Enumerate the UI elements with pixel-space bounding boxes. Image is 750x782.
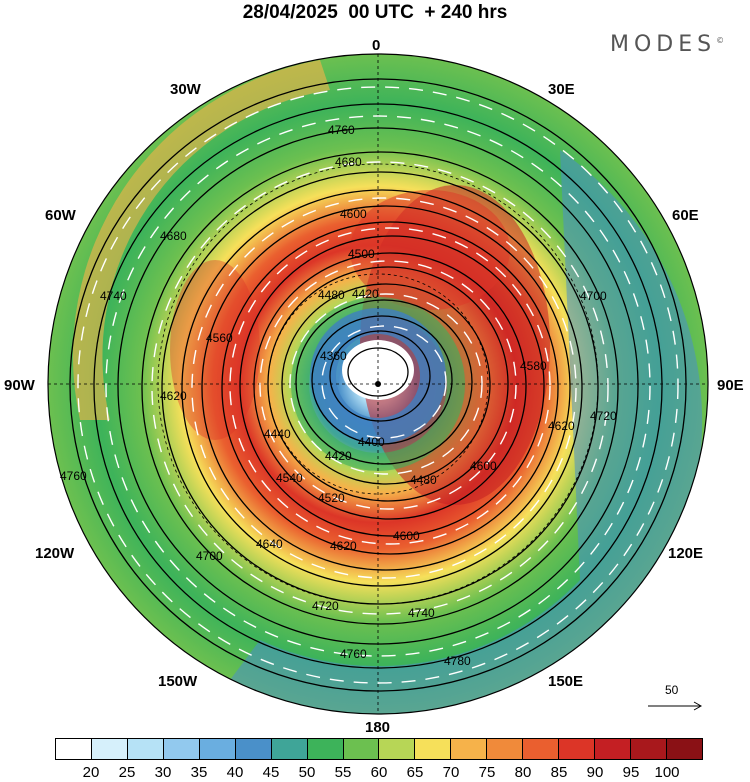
contour-label: 4540 — [276, 471, 303, 485]
colorbar-swatch — [415, 739, 452, 759]
contour-label: 4600 — [393, 529, 420, 543]
colorbar-tick-label: 90 — [586, 764, 604, 781]
colorbar-swatch — [271, 739, 308, 759]
lon-label-180: 180 — [365, 719, 390, 736]
contour-label: 4420 — [325, 449, 352, 463]
colorbar-tick-label: 100 — [654, 764, 680, 781]
colorbar-tick-label: 35 — [190, 764, 208, 781]
colorbar-swatch — [56, 739, 92, 759]
contour-label: 4680 — [160, 229, 187, 243]
pole-marker — [375, 381, 381, 387]
lon-label-30e: 30E — [548, 81, 575, 98]
brand-logo: MODES© — [610, 32, 724, 57]
colorbar-swatch — [235, 739, 272, 759]
brand-text: MODES — [610, 32, 717, 57]
contour-label: 4560 — [206, 331, 233, 345]
contour-label: 4500 — [348, 247, 375, 261]
colorbar-swatch — [343, 739, 380, 759]
colorbar-tick-label: 75 — [478, 764, 496, 781]
colorbar-tick-label: 95 — [622, 764, 640, 781]
contour-label: 4700 — [196, 549, 223, 563]
map-boundary — [47, 53, 709, 715]
chart-title: 28/04/2025 00 UTC + 240 hrs — [242, 2, 508, 23]
contour-label: 4740 — [100, 289, 127, 303]
contour-label: 4580 — [520, 359, 547, 373]
colorbar-tick-label: 30 — [154, 764, 172, 781]
lon-label-90w: 90W — [4, 377, 36, 394]
colorbar — [55, 738, 703, 760]
contour-label: 4740 — [408, 606, 435, 620]
contour-label: 4640 — [256, 537, 283, 551]
reference-vector-label: 50 — [665, 683, 679, 697]
longitude-labels: 0 30E 60E 90E 120E 150E 180 150W 120W 90… — [4, 37, 744, 736]
colorbar-tick-label: 45 — [262, 764, 280, 781]
contour-label: 4620 — [160, 389, 187, 403]
colorbar-tick-label: 50 — [298, 764, 316, 781]
colorbar-tick-label: 25 — [118, 764, 136, 781]
colorbar-ticks: 20 25 30 35 40 45 50 55 60 65 70 75 80 85 90 95 100 — [55, 764, 703, 781]
lon-label-150e: 150E — [548, 673, 583, 690]
lon-label-150w: 150W — [158, 673, 198, 690]
contour-label: 4440 — [264, 427, 291, 441]
colorbar-swatch — [666, 739, 702, 759]
contour-label: 4680 — [335, 155, 362, 169]
contour-label: 4760 — [60, 469, 87, 483]
colorbar-tick-label: 65 — [406, 764, 424, 781]
colorbar-tick-label: 20 — [82, 764, 100, 781]
colorbar-tick-label: 85 — [550, 764, 568, 781]
copyright-mark: © — [716, 36, 725, 45]
contour-label: 4720 — [590, 409, 617, 423]
lon-label-60e: 60E — [672, 207, 699, 224]
colorbar-swatch — [451, 739, 488, 759]
contour-label: 4720 — [312, 599, 339, 613]
colorbar-swatch — [379, 739, 416, 759]
contour-label: 4780 — [444, 654, 471, 668]
colorbar-tick-label: 40 — [226, 764, 244, 781]
colorbar-swatch — [559, 739, 596, 759]
colorbar-tick-label: 70 — [442, 764, 460, 781]
contour-label: 4600 — [470, 459, 497, 473]
colorbar-swatch — [307, 739, 344, 759]
contour-label: 4420 — [352, 287, 379, 301]
contour-label: 4480 — [318, 288, 345, 302]
contour-labels: 4760 4680 4600 4500 4420 4480 4400 4420 … — [60, 123, 617, 668]
lon-label-120w: 120W — [35, 545, 75, 562]
colorbar-tick-label: 55 — [334, 764, 352, 781]
colorbar-tick-label: 80 — [514, 764, 532, 781]
contour-label: 4360 — [320, 349, 347, 363]
contour-label: 4520 — [318, 491, 345, 505]
colorbar-swatch — [523, 739, 560, 759]
lon-label-120e: 120E — [668, 545, 703, 562]
colorbar-swatch — [595, 739, 631, 759]
contour-label: 4600 — [340, 207, 367, 221]
contour-label: 4760 — [328, 123, 355, 137]
colorbar-swatch — [199, 739, 236, 759]
field-overlays — [72, 60, 703, 714]
contour-label: 4700 — [580, 289, 607, 303]
colorbar-swatch — [487, 739, 524, 759]
lon-label-0: 0 — [372, 37, 380, 54]
contour-label: 4400 — [358, 435, 385, 449]
contour-label: 4760 — [340, 647, 367, 661]
colorbar-swatch — [163, 739, 200, 759]
contour-label: 4620 — [548, 419, 575, 433]
colorbar-swatch — [91, 739, 128, 759]
lon-label-90e: 90E — [717, 377, 744, 394]
wind-streamlines — [77, 86, 679, 684]
colorbar-tick-label: 60 — [370, 764, 388, 781]
lon-label-30w: 30W — [170, 81, 202, 98]
contour-label: 4620 — [330, 539, 357, 553]
contour-label: 4480 — [410, 473, 437, 487]
lon-label-60w: 60W — [45, 207, 77, 224]
colorbar-swatch — [127, 739, 164, 759]
colorbar-swatch — [631, 739, 667, 759]
reference-vector: 50 — [648, 683, 703, 711]
